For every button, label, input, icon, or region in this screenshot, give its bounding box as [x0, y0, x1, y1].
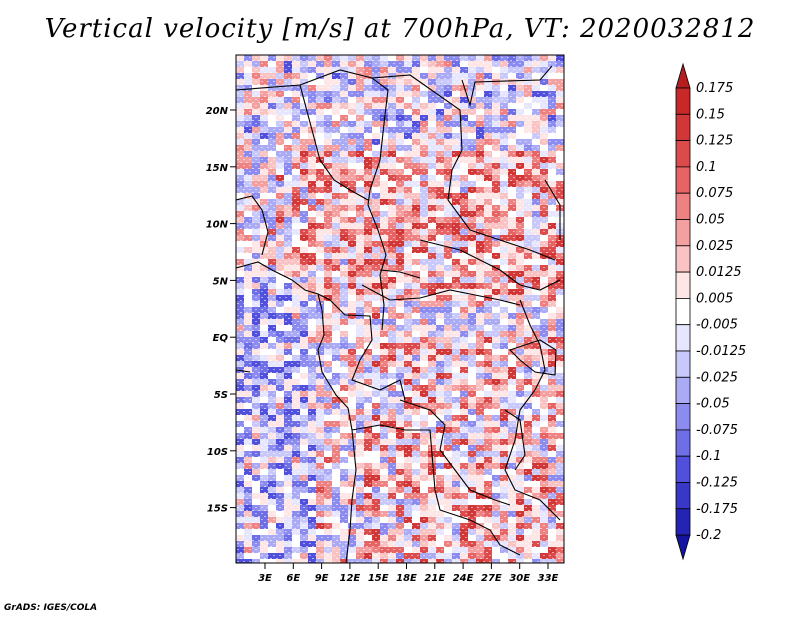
colorbar-swatch	[675, 297, 691, 326]
colorbar-label: -0.025	[696, 370, 738, 385]
lon-label-18e: 18E	[396, 573, 417, 584]
colorbar-swatch	[675, 429, 691, 457]
colorbar-label: -0.2	[696, 528, 721, 543]
lon-label-15e: 15E	[368, 573, 389, 584]
colorbar-label: 0.0125	[696, 265, 742, 280]
colorbar-label: -0.075	[696, 423, 738, 438]
lat-label-15n: 15N	[206, 163, 229, 174]
lat-label-eq: EQ	[213, 333, 229, 344]
map-title: Vertical velocity [m/s] at 700hPa, VT: 2…	[44, 14, 756, 44]
credit-label: GrADS: IGES/COLA	[4, 603, 98, 613]
map-frame	[235, 54, 565, 564]
lon-label-9e: 9E	[315, 573, 329, 584]
lat-label-5n: 5N	[213, 276, 229, 287]
colorbar-label: 0.025	[696, 239, 733, 254]
colorbar-swatch	[675, 534, 691, 561]
colorbar-swatch	[675, 140, 691, 168]
colorbar-label: -0.005	[696, 318, 738, 333]
colorbar-swatch	[675, 113, 691, 142]
country-borders	[236, 65, 561, 563]
colorbar-label: 0.175	[696, 81, 733, 96]
colorbar-label: 0.125	[696, 134, 733, 149]
colorbar-label: -0.0125	[696, 344, 746, 359]
colorbar-swatch	[675, 245, 691, 273]
lat-label-10s: 10S	[207, 447, 228, 458]
lon-label-30e: 30E	[509, 573, 530, 584]
lon-label-12e: 12E	[340, 573, 361, 584]
colorbar-label: 0.005	[696, 291, 733, 306]
colorbar-label: -0.175	[696, 502, 738, 517]
lon-label-27e: 27E	[481, 573, 502, 584]
colorbar-label: 0.15	[696, 107, 725, 122]
colorbar-swatch	[675, 192, 691, 220]
lat-label-10n: 10N	[206, 220, 229, 231]
vertical-velocity-field	[236, 55, 564, 563]
colorbar-label: -0.1	[696, 449, 721, 464]
colorbar-swatch	[675, 166, 691, 194]
colorbar-label: -0.05	[696, 397, 730, 412]
colorbar-swatch	[675, 482, 691, 510]
lon-label-24e: 24E	[453, 573, 474, 584]
lon-label-33e: 33E	[538, 573, 559, 584]
colorbar-swatch	[675, 455, 691, 483]
lon-label-21e: 21E	[424, 573, 445, 584]
colorbar-label: 0.1	[696, 160, 717, 175]
colorbar-swatch	[675, 376, 691, 404]
colorbar-swatch	[675, 62, 691, 89]
lat-label-5s: 5S	[214, 390, 228, 401]
lat-label-15s: 15S	[207, 504, 228, 515]
lat-label-20n: 20N	[206, 106, 229, 117]
colorbar: 0.175 0.15 0.125 0.1 0.075 0.05 0.025 0.0125 0.0…	[675, 62, 746, 561]
colorbar-swatch	[675, 219, 691, 247]
colorbar-swatch	[675, 403, 691, 431]
colorbar-swatch	[675, 271, 691, 299]
colorbar-swatch	[675, 87, 691, 115]
longitude-axis: 3E 6E 9E 12E 15E 18E 21E 24E 27E 30E 33E	[258, 563, 559, 584]
colorbar-label: 0.075	[696, 186, 733, 201]
colorbar-label: 0.05	[696, 213, 725, 228]
colorbar-swatch	[675, 508, 691, 536]
colorbar-swatch	[675, 350, 691, 378]
latitude-axis: 20N 15N 10N 5N EQ 5S 10S 15S	[206, 106, 236, 515]
lon-label-3e: 3E	[258, 573, 272, 584]
colorbar-label: -0.125	[696, 476, 738, 491]
lon-label-6e: 6E	[286, 573, 300, 584]
colorbar-swatch	[675, 324, 691, 352]
